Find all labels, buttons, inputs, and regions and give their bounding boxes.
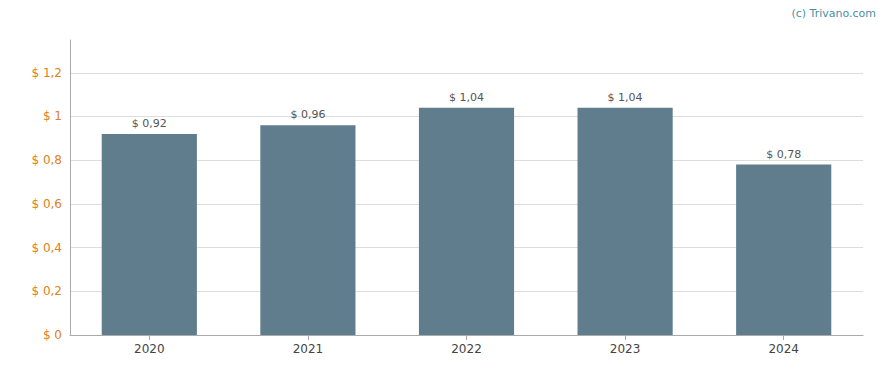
svg-text:$ 0,2: $ 0,2: [31, 284, 62, 298]
svg-text:$ 0,96: $ 0,96: [290, 108, 325, 121]
svg-text:2024: 2024: [768, 342, 799, 356]
svg-text:2021: 2021: [293, 342, 324, 356]
svg-text:2022: 2022: [451, 342, 482, 356]
svg-text:2023: 2023: [610, 342, 641, 356]
svg-text:$ 1,04: $ 1,04: [449, 91, 484, 104]
svg-text:$ 0,4: $ 0,4: [31, 241, 62, 255]
svg-text:(c) Trivano.com: (c) Trivano.com: [791, 7, 876, 20]
svg-text:$ 1: $ 1: [43, 109, 62, 123]
svg-text:$ 1,2: $ 1,2: [31, 66, 62, 80]
svg-text:$ 0,92: $ 0,92: [132, 117, 167, 130]
svg-text:$ 1,04: $ 1,04: [608, 91, 643, 104]
svg-text:$ 0,6: $ 0,6: [31, 197, 62, 211]
svg-text:$ 0: $ 0: [43, 328, 62, 342]
svg-text:$ 0,78: $ 0,78: [766, 148, 801, 161]
svg-text:2020: 2020: [134, 342, 165, 356]
svg-text:$ 0,8: $ 0,8: [31, 153, 62, 167]
